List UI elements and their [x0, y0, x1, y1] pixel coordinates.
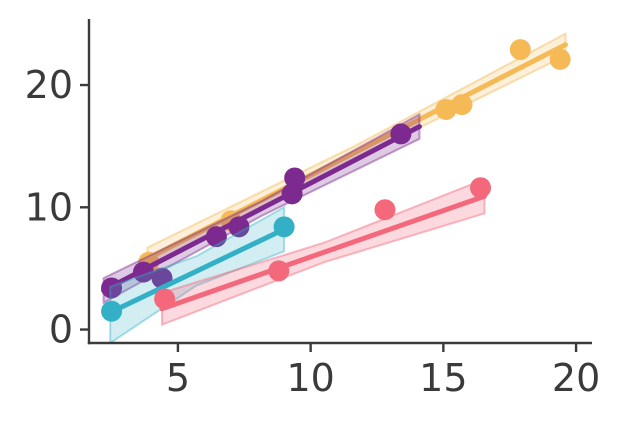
scatter-point-purple — [101, 277, 123, 299]
scatter-point-amber — [435, 98, 457, 120]
scatter-point-cyan — [273, 216, 295, 238]
confidence-band-cyan — [109, 205, 286, 343]
y-tick-label-20: 20 — [25, 63, 73, 107]
scatter-point-amber — [451, 94, 473, 116]
y-tick-label-0: 0 — [49, 308, 73, 352]
regression-line-cyan — [107, 226, 287, 315]
scatter-point-purple — [281, 183, 303, 205]
scatter-point-pink — [268, 260, 290, 282]
scatter-point-purple — [284, 167, 306, 189]
scatter-point-amber — [509, 39, 531, 61]
scatter-point-purple — [132, 261, 154, 283]
scatter-point-amber — [549, 48, 571, 70]
regression-line-purple — [101, 124, 422, 293]
x-tick-label-20: 20 — [552, 356, 600, 400]
x-tick-label-5: 5 — [166, 356, 190, 400]
scatter-point-purple — [205, 226, 227, 248]
regression-line-amber — [144, 42, 568, 262]
scatter-point-pink — [154, 288, 176, 310]
scatter-point-pink — [374, 199, 396, 221]
y-tick-label-10: 10 — [25, 185, 73, 229]
scatter-point-pink — [470, 177, 492, 199]
x-tick-label-10: 10 — [286, 356, 334, 400]
regression-line-pink — [159, 193, 487, 312]
x-tick-label-15: 15 — [419, 356, 467, 400]
scatter-point-purple — [228, 216, 250, 238]
scatter-point-cyan — [101, 300, 123, 322]
scatter-point-purple — [390, 123, 412, 145]
